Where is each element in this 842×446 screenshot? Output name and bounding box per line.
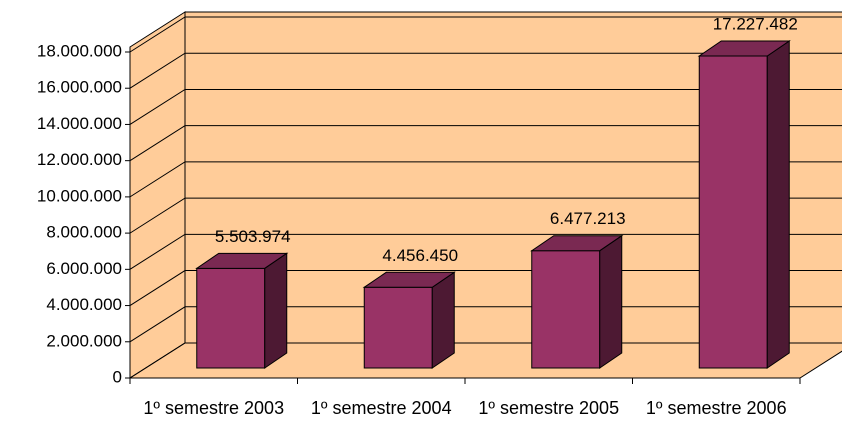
- y-tick-label: 6.000.000: [46, 259, 122, 278]
- value-label: 4.456.450: [382, 246, 458, 265]
- grid-line: [129, 16, 842, 53]
- grid-line: [129, 270, 842, 306]
- bar-top: [195, 252, 289, 269]
- value-label: 6.477.213: [550, 209, 626, 228]
- y-tick-label: 8.000.000: [46, 223, 122, 242]
- y-tick-label: 12.000.000: [37, 150, 122, 169]
- y-tick-label: 16.000.000: [37, 78, 122, 97]
- bar-side: [431, 271, 455, 369]
- x-tick-label: 1º semestre 2006: [645, 398, 787, 418]
- bar: [363, 286, 433, 369]
- bar-side: [599, 234, 623, 369]
- grid-line: [129, 306, 842, 343]
- bar-side: [264, 252, 288, 369]
- grid-line: [129, 52, 842, 89]
- y-tick-label: 4.000.000: [46, 295, 122, 314]
- bar-top: [697, 40, 791, 57]
- bar: [531, 250, 601, 369]
- grid-line: [129, 161, 842, 198]
- grid-line: [129, 197, 842, 234]
- bar-top: [530, 235, 624, 252]
- bar: [698, 55, 768, 369]
- grid-line: [129, 233, 842, 270]
- bar-top: [362, 271, 456, 288]
- y-tick-label: 0: [113, 367, 122, 386]
- bar-side: [766, 40, 790, 369]
- y-tick-label: 10.000.000: [37, 186, 122, 205]
- grid-line: [129, 342, 842, 379]
- value-label: 5.503.974: [215, 227, 291, 246]
- grid-line: [129, 88, 842, 125]
- grid-line: [129, 125, 842, 162]
- value-label: 17.227.482: [713, 14, 798, 33]
- y-tick-label: 2.000.000: [46, 331, 122, 350]
- x-tick-label: 1º semestre 2004: [310, 398, 452, 418]
- x-tick-label: 1º semestre 2003: [143, 398, 285, 418]
- y-tick-label: 18.000.000: [37, 41, 122, 60]
- y-tick-label: 14.000.000: [37, 114, 122, 133]
- x-tick-label: 1º semestre 2005: [478, 398, 620, 418]
- bar: [196, 267, 266, 369]
- side-wall: [129, 11, 186, 379]
